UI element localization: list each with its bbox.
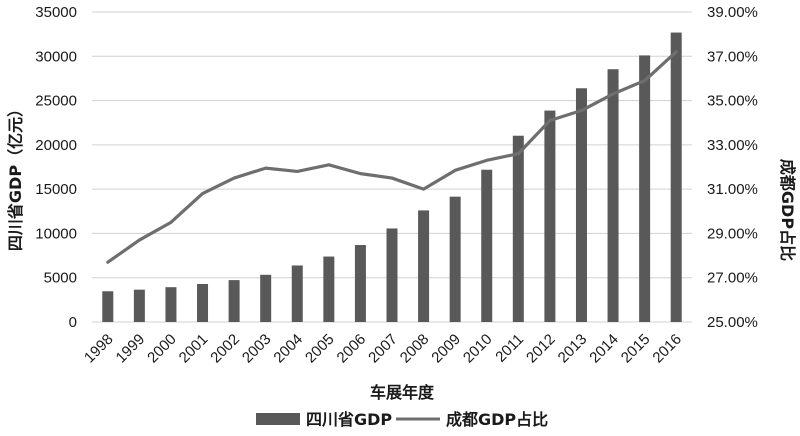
left-tick-label: 20000 <box>35 137 77 154</box>
x-tick-label: 2011 <box>492 331 527 366</box>
right-axis-title: 成都GDP占比 <box>778 159 797 261</box>
bar <box>291 265 303 322</box>
left-tick-label: 10000 <box>35 225 77 242</box>
bar <box>354 245 366 322</box>
x-tick-label: 2005 <box>302 331 338 367</box>
x-tick-label: 2009 <box>428 331 464 367</box>
bar <box>197 284 209 322</box>
bar <box>544 110 556 322</box>
right-tick-label: 39.00% <box>707 4 758 21</box>
series-line <box>106 50 678 264</box>
bar <box>102 291 114 322</box>
bar <box>512 135 524 322</box>
legend-bar-label: 四川省GDP <box>306 410 392 429</box>
legend-line-label: 成都GDP占比 <box>446 410 548 429</box>
legend: 四川省GDP 成都GDP占比 <box>256 410 548 429</box>
x-tick-label: 2003 <box>239 331 275 367</box>
left-tick-label: 15000 <box>35 181 77 198</box>
bar <box>449 196 461 322</box>
left-tick-label: 25000 <box>35 93 77 110</box>
bar <box>639 55 651 323</box>
x-tick-label: 2008 <box>397 331 433 367</box>
x-tick-label: 2013 <box>555 331 591 367</box>
bar <box>607 69 619 323</box>
x-axis-ticks: 1998199920002001200220032004200520062007… <box>81 331 685 367</box>
legend-bar-swatch <box>256 413 300 425</box>
left-tick-label: 5000 <box>44 270 77 287</box>
bar <box>575 88 587 322</box>
x-tick-label: 2015 <box>618 331 654 367</box>
x-tick-label: 2007 <box>365 331 401 367</box>
x-tick-label: 1998 <box>81 331 117 367</box>
x-axis-title: 车展年度 <box>370 383 435 402</box>
x-tick-label: 1999 <box>113 331 149 367</box>
left-axis-ticks: 0 5000 10000 15000 20000 25000 30000 35000 <box>35 4 77 331</box>
x-tick-label: 2002 <box>207 331 243 367</box>
bar <box>260 274 272 322</box>
bar <box>418 210 430 322</box>
bar <box>670 32 682 322</box>
x-tick-label: 2000 <box>144 331 180 367</box>
x-tick-label: 2004 <box>270 331 306 367</box>
right-tick-label: 35.00% <box>707 93 758 110</box>
bar <box>323 256 335 322</box>
x-tick-label: 2001 <box>176 331 212 367</box>
right-axis-ticks: 25.00% 27.00% 29.00% 31.00% 33.00% 35.00% 37.0… <box>707 4 758 331</box>
x-tick-label: 2016 <box>649 331 685 367</box>
bar <box>386 228 398 322</box>
bar <box>133 289 145 322</box>
x-tick-label: 2006 <box>334 331 370 367</box>
right-tick-label: 33.00% <box>707 137 758 154</box>
x-tick-label: 2012 <box>523 331 559 367</box>
left-tick-label: 35000 <box>35 4 77 21</box>
right-tick-label: 27.00% <box>707 270 758 287</box>
left-tick-label: 0 <box>69 314 77 331</box>
x-tick-label: 2014 <box>586 331 622 367</box>
bar <box>481 169 493 322</box>
gdp-bars <box>102 32 682 323</box>
share-line <box>106 50 678 264</box>
right-tick-label: 29.00% <box>707 225 758 242</box>
left-tick-label: 30000 <box>35 48 77 65</box>
x-tick-label: 2010 <box>460 331 496 367</box>
right-tick-label: 31.00% <box>707 181 758 198</box>
bar <box>165 287 177 322</box>
left-axis-title: 四川省GDP（亿元） <box>6 101 25 251</box>
right-tick-label: 37.00% <box>707 48 758 65</box>
right-tick-label: 25.00% <box>707 314 758 331</box>
bar <box>228 280 240 322</box>
